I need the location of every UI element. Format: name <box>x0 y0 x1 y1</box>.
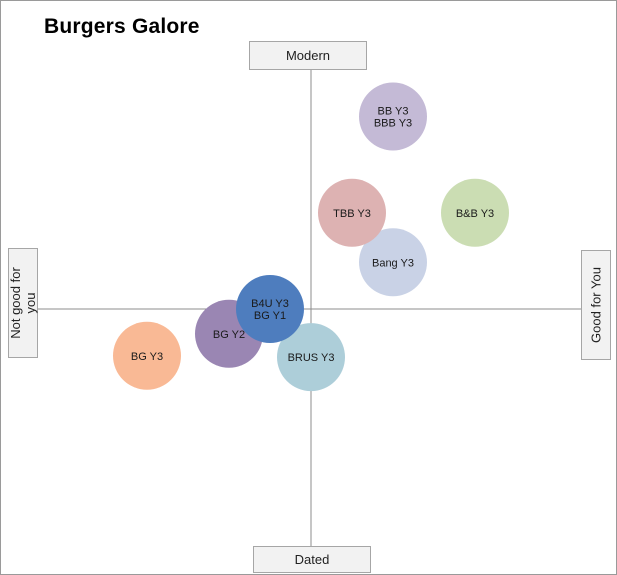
bubble-label: B&B Y3 <box>456 208 494 220</box>
bubble-label: BG Y1 <box>254 310 286 322</box>
bubble-point: BRUS Y3 <box>277 323 345 392</box>
bubble-label: BB Y3 <box>378 106 409 118</box>
axis-label-dated: Dated <box>253 546 371 573</box>
bubble-label: Bang Y3 <box>372 257 414 269</box>
axis-label-not-good-for-you: Not good for you <box>8 248 38 358</box>
bubble-point: BG Y3 <box>113 321 181 390</box>
bubble-circle <box>359 82 427 151</box>
bubble-label: BRUS Y3 <box>288 352 335 364</box>
axis-label-modern: Modern <box>249 41 367 70</box>
bubble-label: B4U Y3 <box>251 298 289 310</box>
bubble-circle <box>318 178 386 247</box>
bubble-circle <box>236 275 304 343</box>
bubble-circle <box>359 228 427 297</box>
axis-label-not-good-line2: you <box>23 292 38 314</box>
chart-title: Burgers Galore <box>44 15 200 38</box>
bubble-label: BG Y3 <box>131 351 163 363</box>
bubble-label: BBB Y3 <box>374 118 412 130</box>
axis-label-good-for-you: Good for You <box>581 250 611 360</box>
axis-label-good-text: Good for You <box>588 267 604 343</box>
bubble-point: Bang Y3 <box>359 228 427 297</box>
bubble-label: BG Y2 <box>213 329 245 341</box>
axis-label-not-good-line1: Not good for <box>8 267 23 339</box>
bubble-circle <box>277 323 345 392</box>
bubble-circle <box>441 178 509 247</box>
bubble-label: TBB Y3 <box>333 208 371 220</box>
bubble-point: TBB Y3 <box>318 178 386 247</box>
bubble-circle <box>113 321 181 390</box>
bubble-point: B&B Y3 <box>441 178 509 247</box>
